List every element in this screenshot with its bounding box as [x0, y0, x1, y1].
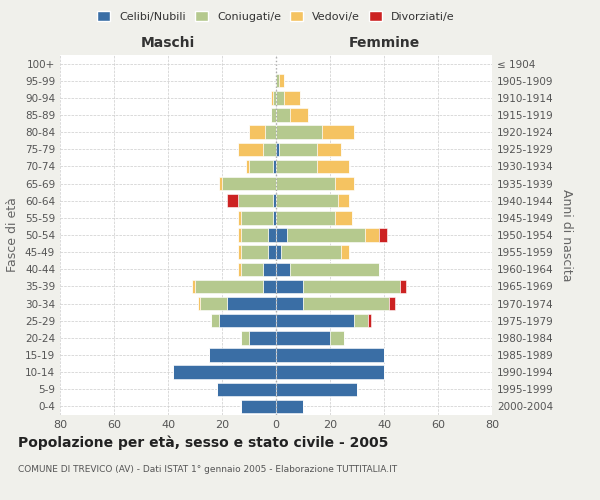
- Bar: [278, 142, 317, 156]
- Bar: [284, 91, 301, 104]
- Text: Maschi: Maschi: [141, 36, 195, 50]
- Bar: [338, 194, 349, 207]
- Bar: [249, 331, 276, 344]
- Bar: [274, 194, 276, 207]
- Bar: [268, 246, 276, 259]
- Bar: [241, 211, 274, 224]
- Bar: [238, 246, 241, 259]
- Bar: [287, 228, 365, 241]
- Bar: [303, 280, 400, 293]
- Bar: [198, 297, 200, 310]
- Bar: [276, 331, 330, 344]
- Bar: [195, 280, 263, 293]
- Bar: [317, 160, 349, 173]
- Bar: [227, 297, 276, 310]
- Bar: [276, 314, 354, 328]
- Bar: [330, 331, 343, 344]
- Bar: [271, 91, 274, 104]
- Bar: [276, 74, 278, 88]
- Bar: [276, 297, 303, 310]
- Bar: [249, 160, 274, 173]
- Bar: [389, 297, 395, 310]
- Y-axis label: Fasce di età: Fasce di età: [7, 198, 19, 272]
- Bar: [238, 194, 274, 207]
- Bar: [281, 246, 341, 259]
- Bar: [274, 160, 276, 173]
- Bar: [276, 400, 303, 413]
- Bar: [265, 126, 276, 139]
- Bar: [276, 177, 335, 190]
- Bar: [238, 211, 241, 224]
- Bar: [173, 366, 276, 379]
- Bar: [290, 262, 379, 276]
- Bar: [238, 262, 241, 276]
- Bar: [276, 160, 317, 173]
- Bar: [241, 262, 263, 276]
- Bar: [400, 280, 406, 293]
- Bar: [217, 382, 276, 396]
- Bar: [263, 142, 276, 156]
- Bar: [276, 382, 357, 396]
- Legend: Celibi/Nubili, Coniugati/e, Vedovi/e, Divorziati/e: Celibi/Nubili, Coniugati/e, Vedovi/e, Di…: [94, 8, 458, 25]
- Bar: [193, 280, 195, 293]
- Bar: [276, 262, 290, 276]
- Bar: [227, 194, 238, 207]
- Bar: [317, 142, 341, 156]
- Bar: [241, 246, 268, 259]
- Bar: [276, 246, 281, 259]
- Bar: [276, 211, 335, 224]
- Bar: [276, 108, 290, 122]
- Bar: [276, 348, 384, 362]
- Bar: [276, 194, 338, 207]
- Text: Popolazione per età, sesso e stato civile - 2005: Popolazione per età, sesso e stato civil…: [18, 435, 388, 450]
- Bar: [271, 108, 276, 122]
- Bar: [276, 228, 287, 241]
- Text: Femmine: Femmine: [349, 36, 419, 50]
- Bar: [241, 400, 276, 413]
- Bar: [268, 228, 276, 241]
- Bar: [209, 348, 276, 362]
- Bar: [274, 91, 276, 104]
- Bar: [379, 228, 387, 241]
- Bar: [335, 177, 354, 190]
- Text: COMUNE DI TREVICO (AV) - Dati ISTAT 1° gennaio 2005 - Elaborazione TUTTITALIA.IT: COMUNE DI TREVICO (AV) - Dati ISTAT 1° g…: [18, 465, 397, 474]
- Bar: [303, 297, 389, 310]
- Bar: [354, 314, 368, 328]
- Bar: [238, 228, 241, 241]
- Bar: [365, 228, 379, 241]
- Bar: [200, 297, 227, 310]
- Bar: [278, 74, 284, 88]
- Bar: [238, 142, 263, 156]
- Bar: [263, 262, 276, 276]
- Bar: [276, 126, 322, 139]
- Bar: [368, 314, 371, 328]
- Bar: [290, 108, 308, 122]
- Bar: [274, 211, 276, 224]
- Bar: [222, 177, 276, 190]
- Bar: [263, 280, 276, 293]
- Bar: [276, 280, 303, 293]
- Bar: [322, 126, 354, 139]
- Bar: [247, 160, 249, 173]
- Bar: [241, 228, 268, 241]
- Y-axis label: Anni di nascita: Anni di nascita: [560, 188, 573, 281]
- Bar: [276, 91, 284, 104]
- Bar: [220, 314, 276, 328]
- Bar: [249, 126, 265, 139]
- Bar: [335, 211, 352, 224]
- Bar: [276, 366, 384, 379]
- Bar: [211, 314, 220, 328]
- Bar: [241, 331, 249, 344]
- Bar: [276, 142, 278, 156]
- Bar: [341, 246, 349, 259]
- Bar: [220, 177, 222, 190]
